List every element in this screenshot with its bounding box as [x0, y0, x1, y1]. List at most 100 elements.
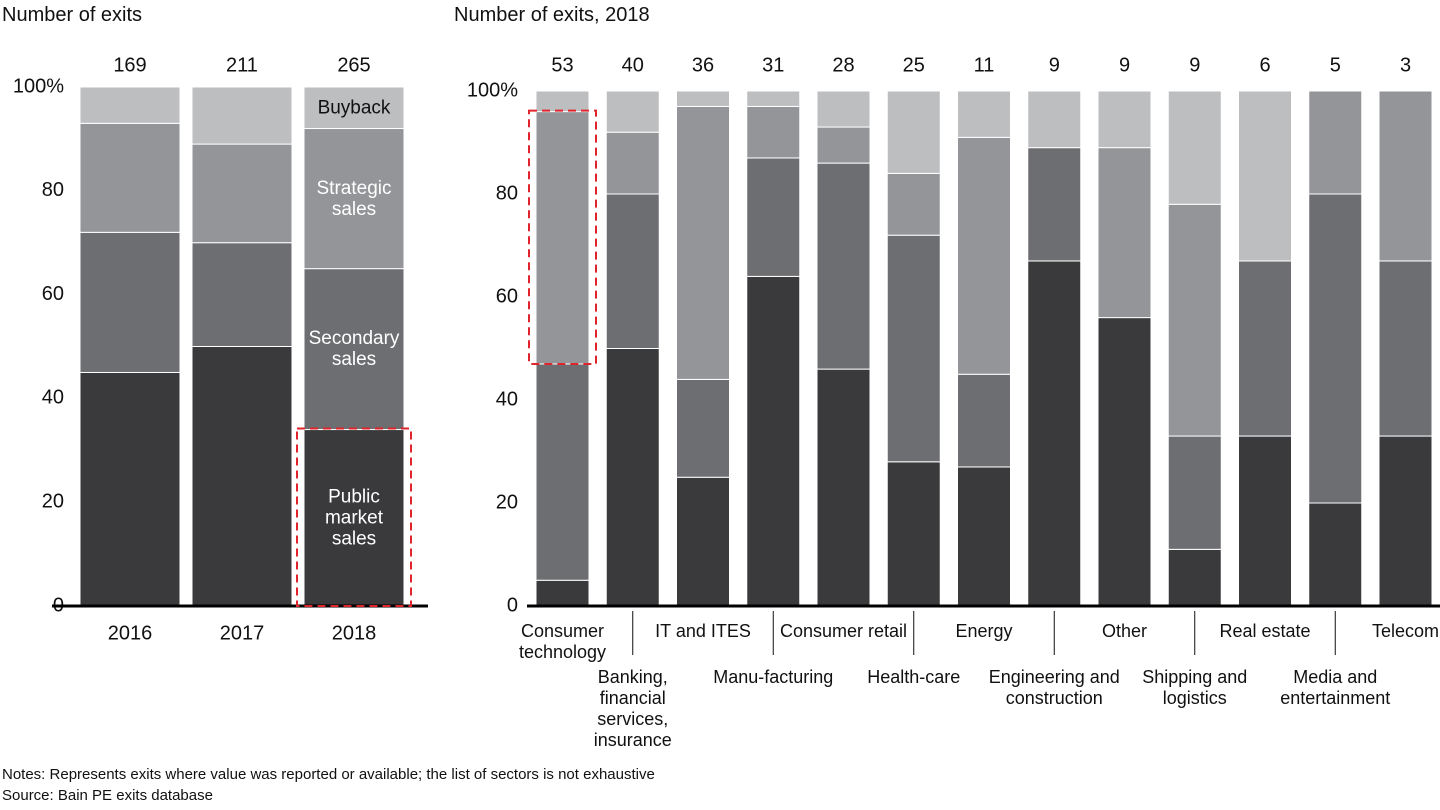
x-tick-label: Media and entertainment — [1280, 667, 1391, 708]
bar-segment — [1238, 90, 1292, 262]
bar-segment — [676, 378, 730, 478]
x-tick-label: Real estate — [1219, 621, 1311, 641]
legend-label: Secondary sales — [308, 328, 400, 371]
x-tick-label: Manu-facturing — [713, 667, 834, 687]
bar-segment — [535, 90, 590, 113]
x-tick-label: IT and ITES — [655, 621, 751, 641]
total-label: 5 — [1330, 54, 1341, 76]
x-tick-label: Health-care — [867, 667, 961, 687]
total-label: 169 — [113, 54, 146, 76]
y-tick-label: 60 — [42, 283, 64, 305]
highlight-box — [296, 427, 412, 608]
bar-segment — [816, 126, 871, 164]
total-label: 11 — [974, 54, 995, 76]
chart-title: Number of exits, 2018 — [454, 4, 650, 26]
bar-segment — [676, 105, 730, 380]
bar-segment — [191, 86, 293, 145]
bar-segment — [1238, 435, 1292, 607]
total-label: 28 — [832, 54, 854, 76]
y-tick-label: 20 — [42, 490, 64, 512]
bar-segment — [676, 90, 730, 107]
legend-label: Strategic sales — [316, 177, 392, 220]
bar-segment — [746, 90, 801, 107]
bar-segment — [957, 373, 1011, 468]
y-tick-label: 80 — [42, 179, 64, 201]
x-tick-label: Energy — [955, 621, 1013, 641]
y-tick-label: 60 — [496, 285, 518, 307]
x-tick-label: Consumer technology — [518, 621, 607, 662]
bar-segment — [535, 579, 590, 607]
bar-segment — [746, 105, 801, 159]
bar-segment — [886, 234, 941, 463]
bar-segment — [886, 172, 941, 236]
bar-segment — [1308, 502, 1363, 607]
total-label: 211 — [226, 54, 258, 76]
total-label: 9 — [1119, 54, 1130, 76]
x-tick-label: Engineering and construction — [988, 667, 1120, 708]
bar-segment — [605, 348, 660, 607]
bar-segment — [1167, 90, 1222, 205]
bar-segment — [79, 122, 181, 233]
bar-segment — [191, 143, 293, 244]
bar-segment — [886, 90, 941, 174]
bar-segment — [1378, 435, 1433, 607]
legend-label: Public market sales — [324, 486, 384, 550]
bar-segment — [1027, 147, 1082, 262]
y-tick-label: 80 — [496, 182, 518, 204]
bar-segment — [1167, 435, 1222, 550]
bar-segment — [676, 476, 730, 607]
bar-segment — [79, 371, 181, 607]
bar-segment — [605, 90, 660, 133]
bar-segment — [1027, 90, 1082, 149]
total-label: 6 — [1259, 54, 1270, 76]
bar-segment — [957, 466, 1011, 607]
bar-segment — [1308, 90, 1363, 195]
bar-segment — [1097, 147, 1152, 319]
bar-segment — [303, 128, 405, 270]
bar-segment — [746, 157, 801, 277]
bar-segment — [1378, 260, 1433, 437]
notes: Notes: Represents exits where value was … — [2, 766, 655, 783]
source: Source: Bain PE exits database — [2, 787, 213, 804]
highlight-box — [528, 109, 597, 365]
bar-segment — [1027, 260, 1082, 607]
x-tick-label: 2018 — [332, 622, 377, 644]
total-label: 9 — [1189, 54, 1200, 76]
bar-segment — [957, 90, 1011, 138]
bar-segment — [1097, 90, 1152, 149]
bar-segment — [191, 242, 293, 347]
bar-segment — [1167, 203, 1222, 437]
bar-segment — [605, 131, 660, 195]
x-tick-label: Shipping and logistics — [1142, 667, 1248, 708]
bar-segment — [191, 346, 293, 607]
total-label: 31 — [762, 54, 784, 76]
bar-segment — [746, 275, 801, 607]
bar-segment — [79, 231, 181, 373]
total-label: 40 — [622, 54, 644, 76]
x-tick-label: 2016 — [108, 622, 153, 644]
bar-segment — [303, 268, 405, 431]
bar-segment — [1097, 317, 1152, 607]
total-label: 53 — [551, 54, 573, 76]
bar-segment — [886, 461, 941, 607]
bar-segment — [816, 368, 871, 607]
y-tick-label: 0 — [507, 594, 518, 616]
total-label: 9 — [1049, 54, 1060, 76]
x-tick-label: Other — [1101, 621, 1148, 641]
bar-segment — [816, 90, 871, 128]
total-label: 25 — [903, 54, 925, 76]
y-tick-label: 20 — [496, 491, 518, 513]
x-tick-label: Telecom — [1371, 621, 1440, 641]
bar-segment — [1238, 260, 1292, 437]
bar-segment — [957, 136, 1011, 375]
chart-title: Number of exits — [2, 4, 143, 26]
bar-segment — [303, 86, 405, 130]
bar-segment — [535, 111, 590, 365]
y-tick-label: 100% — [467, 79, 518, 101]
x-tick-label: Consumer retail — [779, 621, 908, 641]
bar-segment — [1378, 90, 1433, 262]
y-tick-label: 40 — [42, 387, 64, 409]
x-tick-label: 2017 — [220, 622, 265, 644]
bar-segment — [1167, 548, 1222, 607]
